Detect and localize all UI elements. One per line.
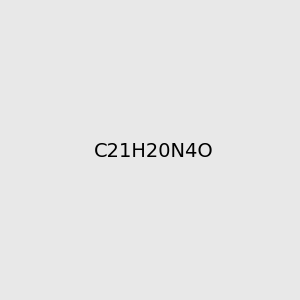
Text: C21H20N4O: C21H20N4O	[94, 142, 214, 161]
